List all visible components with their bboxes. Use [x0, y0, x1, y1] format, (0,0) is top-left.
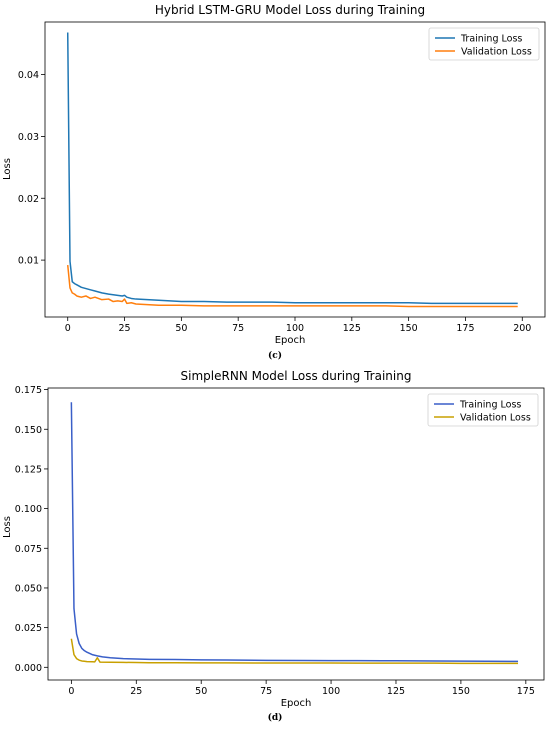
series-line-validation: [66, 264, 518, 308]
x-tick-label: 100: [286, 323, 304, 334]
y-tick-label: 0.125: [15, 464, 42, 475]
x-tick-label: 50: [195, 686, 207, 697]
x-tick-label: 75: [260, 686, 272, 697]
x-tick-label: 0: [68, 686, 74, 697]
chart-title: Hybrid LSTM-GRU Model Loss during Traini…: [155, 3, 425, 17]
legend-label-training: Training Loss: [459, 400, 521, 411]
panel-caption-c: (c): [268, 351, 282, 361]
x-tick-label: 50: [175, 323, 187, 334]
x-tick-label: 175: [456, 323, 474, 334]
y-tick-label: 0.075: [15, 544, 42, 555]
plot-frame: [47, 387, 545, 681]
legend-label-validation: Validation Loss: [460, 413, 531, 424]
x-tick-label: 150: [452, 686, 470, 697]
series-line-validation: [70, 638, 519, 665]
x-axis-label: Epoch: [281, 698, 312, 709]
legend-box: [427, 393, 539, 427]
plot-area: 0 25 50 75 100 125 150 175 0.000 0.025 0.050 0.075 0…: [15, 385, 545, 697]
panel-caption-d: (d): [267, 713, 283, 723]
x-tick-label: 125: [387, 686, 405, 697]
x-tick-label: 150: [400, 323, 418, 334]
chart-simplernn: SimpleRNN Model Loss during Training 0 25…: [2, 369, 545, 709]
y-tick-label: 0.04: [18, 70, 39, 81]
x-tick-label: 25: [118, 323, 130, 334]
x-tick-label: 25: [130, 686, 142, 697]
plot-area: 0 25 50 75 100 125 150 175 200 0.01 0.02 0.03 0.04 Tr…: [18, 21, 546, 334]
series-line-training: [70, 402, 519, 663]
legend-label-training: Training Loss: [460, 34, 522, 45]
x-axis-label: Epoch: [275, 335, 306, 345]
y-tick-label: 0.03: [18, 132, 39, 143]
y-tick-label: 0.01: [18, 256, 39, 267]
y-tick-label: 0.100: [15, 504, 42, 515]
y-tick-label: 0.000: [15, 663, 42, 674]
legend: Training Loss Validation Loss: [428, 27, 540, 61]
legend-label-validation: Validation Loss: [461, 47, 532, 58]
x-tick-label: 100: [322, 686, 340, 697]
x-tick-label: 0: [65, 323, 71, 334]
legend-box: [428, 27, 540, 61]
y-tick-label: 0.02: [18, 194, 39, 205]
y-tick-label: 0.175: [15, 385, 42, 396]
series-line-training: [66, 32, 518, 305]
y-tick-label: 0.025: [15, 623, 42, 634]
y-axis-label: Loss: [2, 158, 13, 180]
x-tick-label: 200: [513, 323, 531, 334]
legend: Training Loss Validation Loss: [427, 393, 539, 427]
chart-title: SimpleRNN Model Loss during Training: [181, 369, 412, 383]
x-tick-label: 175: [517, 686, 535, 697]
plot-frame: [44, 21, 546, 318]
chart-hybrid-lstm-gru: Hybrid LSTM-GRU Model Loss during Traini…: [2, 3, 546, 345]
y-axis-label: Loss: [2, 516, 13, 538]
y-tick-label: 0.050: [15, 583, 42, 594]
x-tick-label: 75: [232, 323, 244, 334]
y-tick-label: 0.150: [15, 425, 42, 436]
x-tick-label: 125: [343, 323, 361, 334]
